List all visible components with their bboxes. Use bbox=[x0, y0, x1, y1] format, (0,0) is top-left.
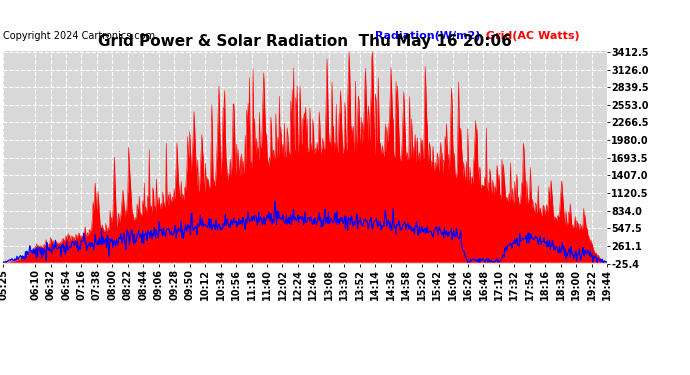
Text: Radiation(W/m2): Radiation(W/m2) bbox=[375, 31, 480, 41]
Title: Grid Power & Solar Radiation  Thu May 16 20:06: Grid Power & Solar Radiation Thu May 16 … bbox=[99, 34, 512, 50]
Text: Grid(AC Watts): Grid(AC Watts) bbox=[486, 31, 580, 41]
Text: Copyright 2024 Cartronics.com: Copyright 2024 Cartronics.com bbox=[3, 31, 155, 41]
